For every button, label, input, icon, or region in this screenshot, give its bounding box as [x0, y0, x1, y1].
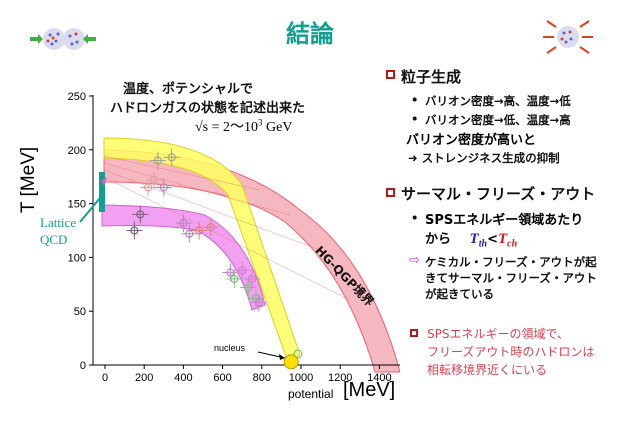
annotation-line1: 温度、ポテンシャルで	[123, 82, 254, 97]
x-tick-label: 800	[253, 372, 271, 384]
data-point	[140, 178, 157, 197]
data-point	[126, 221, 143, 240]
x-tick-label: 1000	[289, 372, 313, 384]
section-marker-3	[410, 329, 418, 337]
y-tick-label: 50	[74, 306, 86, 318]
data-point	[191, 221, 208, 240]
section2-arrow-line2: きてサーマル・フリーズ・アウト	[425, 271, 597, 285]
bullet-dot: •	[411, 112, 419, 126]
lattice-qcd-marker	[99, 172, 105, 212]
x-tick-label: 600	[213, 372, 231, 384]
sqrt-s-range: √s = 2〜103 GeV	[195, 117, 293, 135]
data-point	[149, 151, 166, 170]
x-tick-label: 400	[174, 372, 192, 384]
data-point	[250, 293, 267, 312]
x-tick-label: 1200	[328, 372, 352, 384]
colliding-nuclei-icon	[30, 28, 96, 50]
conclusion-line1: SPSエネルギーの領域で、	[427, 327, 569, 341]
section1-text1: バリオン密度が高いと	[406, 133, 537, 148]
data-point	[146, 170, 162, 189]
section1-text2: ➜ ストレンジネス生成の抑制	[408, 151, 560, 165]
lattice-label-line2: QCD	[40, 232, 68, 247]
y-tick-label: 250	[68, 91, 86, 103]
x-axis-label-unit: [MeV]	[343, 379, 396, 401]
y-tick-label: 100	[68, 252, 86, 264]
section1-bullet1: バリオン密度→高、温度→低	[425, 94, 571, 108]
nucleus-label: nucleus	[214, 343, 246, 353]
section-marker-1	[386, 70, 395, 79]
section-marker-2	[386, 188, 395, 197]
data-point	[155, 178, 172, 197]
x-tick-label: 200	[135, 372, 153, 384]
x-tick-label: 1400	[367, 372, 391, 384]
conclusion-line2: フリーズアウト時のハドロンは	[427, 345, 595, 359]
y-tick-label: 150	[68, 199, 86, 211]
section1-bullet2: バリオン密度→低、温度→高	[425, 113, 571, 127]
bullet-dot: •	[411, 93, 419, 107]
data-point	[181, 224, 198, 243]
section1-heading: 粒子生成	[401, 68, 462, 86]
x-axis-label-small: potential	[288, 387, 334, 401]
data-point	[163, 148, 180, 167]
lattice-label-line1: Lattice	[40, 215, 77, 230]
conclusion-line3: 相転移境界近くにいる	[427, 363, 548, 377]
section2-bullet-line1: SPSエネルギー領域あたり	[425, 213, 584, 228]
y-tick-label: 0	[80, 360, 86, 372]
data-point	[234, 261, 251, 280]
phase-diagram-chart: 0 200 400 600 800 1000 1200 1400 0 50 100 150 200 25…	[68, 91, 400, 384]
data-point	[202, 218, 219, 237]
data-point	[175, 213, 192, 232]
arrow-icon: ⇨	[409, 253, 420, 268]
section2-bullet-line2: から Tth<Tch	[425, 231, 518, 250]
fireball-icon	[543, 20, 593, 54]
section2-arrow-line1: ケミカル・フリーズ・アウトが起	[425, 255, 597, 269]
x-tick-label: 0	[102, 372, 108, 384]
y-axis-label: T [MeV]	[18, 146, 39, 213]
data-point	[244, 269, 260, 288]
section2-heading: サーマル・フリーズ・アウト	[401, 185, 596, 203]
section2-arrow-line3: が起きている	[425, 287, 494, 301]
data-point	[132, 205, 149, 224]
nucleus-point	[283, 354, 299, 370]
bullet-dot: •	[411, 211, 419, 225]
annotation-line2: ハドロンガスの状態を記述出来た	[110, 101, 306, 116]
page-title: 結論	[286, 20, 334, 48]
data-point	[226, 269, 243, 288]
y-tick-label: 200	[68, 145, 86, 157]
